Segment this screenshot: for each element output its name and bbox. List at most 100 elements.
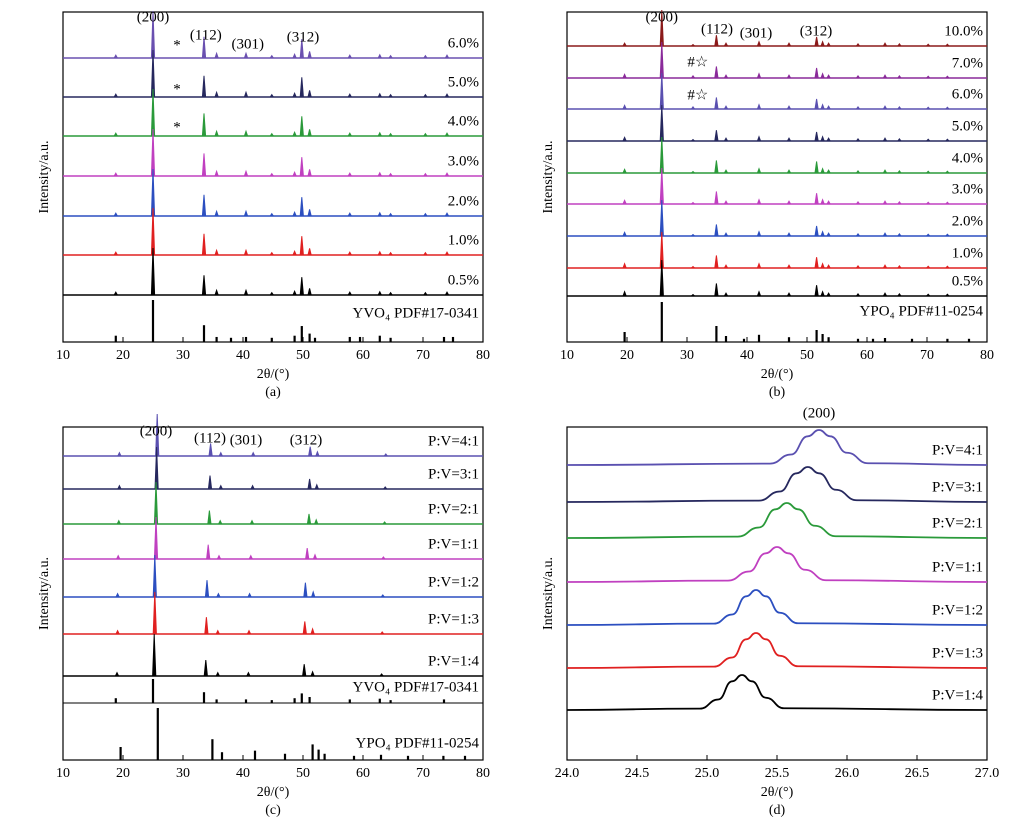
peak — [690, 201, 696, 205]
peak — [150, 247, 156, 296]
peak — [855, 264, 861, 269]
peak — [820, 167, 825, 174]
peak — [944, 201, 951, 205]
x-axis-label: 2θ/(°) — [257, 367, 290, 382]
series-label: P:V=1:3 — [932, 645, 983, 661]
peak — [243, 90, 249, 98]
series-label: 3.0% — [952, 181, 983, 197]
annotation: (312) — [290, 432, 323, 448]
peak — [814, 131, 819, 142]
peak — [826, 232, 832, 237]
peak — [307, 90, 312, 98]
peak — [444, 291, 450, 296]
peak — [303, 582, 308, 598]
peak — [382, 486, 388, 490]
peak — [243, 248, 249, 256]
peak — [820, 135, 825, 142]
peak — [302, 621, 307, 635]
peak — [292, 91, 297, 98]
peak — [117, 451, 122, 457]
plot-frame — [566, 11, 988, 343]
peak — [896, 200, 902, 205]
peak — [814, 161, 819, 174]
peak — [113, 172, 119, 177]
peak — [243, 51, 249, 59]
peak — [113, 291, 119, 296]
peak — [659, 41, 664, 79]
peak — [723, 42, 729, 47]
peak — [944, 75, 951, 79]
series-label: 6.0% — [952, 86, 983, 102]
y-axis-label: Intensity/a.u. — [37, 557, 52, 630]
peak — [299, 197, 304, 217]
panel-label: (b) — [769, 385, 786, 400]
peak — [269, 54, 275, 59]
peak — [214, 248, 219, 256]
series-label: 5.0% — [952, 118, 983, 134]
peak — [690, 293, 696, 297]
peak — [115, 554, 121, 560]
series-label: P:V=2:1 — [428, 501, 479, 517]
peak — [347, 172, 353, 177]
peak — [422, 212, 428, 217]
peak — [347, 212, 353, 217]
series-label: P:V=2:1 — [932, 515, 983, 531]
peak — [882, 292, 888, 297]
peak — [925, 201, 931, 205]
peak — [299, 236, 304, 256]
series-label: P:V=1:2 — [932, 602, 983, 618]
peak — [203, 659, 208, 677]
peak — [925, 293, 931, 297]
peak — [201, 36, 207, 59]
peak — [307, 169, 312, 177]
line — [566, 502, 988, 539]
peak — [113, 251, 119, 256]
peak — [814, 285, 819, 297]
peak — [820, 103, 825, 110]
peak — [247, 592, 252, 598]
x-tick-label: 60 — [860, 348, 874, 363]
peak — [207, 510, 212, 525]
peak — [214, 209, 219, 217]
peak — [944, 265, 951, 269]
x-tick-label: 30 — [176, 766, 190, 781]
plot-frame — [62, 11, 484, 343]
peak — [214, 169, 219, 177]
annotation: (200) — [140, 423, 173, 439]
peak — [113, 54, 119, 59]
peak — [422, 172, 428, 177]
peak — [622, 42, 628, 47]
series-label: 6.0% — [448, 35, 479, 51]
peak — [310, 670, 315, 677]
peak — [925, 43, 931, 47]
peak — [786, 105, 792, 110]
annotation: (301) — [740, 25, 773, 41]
series-label: P:V=1:4 — [428, 653, 479, 669]
annotation: (112) — [701, 21, 733, 37]
peak — [690, 138, 696, 142]
peak — [896, 169, 902, 174]
peak — [269, 132, 275, 137]
peak — [855, 292, 861, 297]
peak — [115, 629, 120, 635]
panel-label: (d) — [769, 803, 786, 818]
x-tick-label: 24.5 — [625, 766, 650, 781]
series-label: 0.5% — [952, 273, 983, 289]
peak — [388, 212, 394, 217]
annotation: (301) — [230, 432, 263, 448]
peak — [855, 200, 861, 205]
peak — [944, 170, 951, 174]
peak — [855, 74, 861, 79]
annotation: (112) — [194, 430, 226, 446]
label-bg — [347, 735, 481, 753]
peak — [444, 54, 450, 59]
y-axis-label: Intensity/a.u. — [541, 140, 556, 213]
peak — [310, 627, 315, 635]
peak — [116, 519, 122, 525]
line — [566, 589, 988, 626]
peak — [882, 232, 888, 237]
peak — [756, 198, 762, 205]
peak — [756, 103, 762, 110]
peak — [299, 277, 304, 296]
peak — [826, 200, 832, 205]
